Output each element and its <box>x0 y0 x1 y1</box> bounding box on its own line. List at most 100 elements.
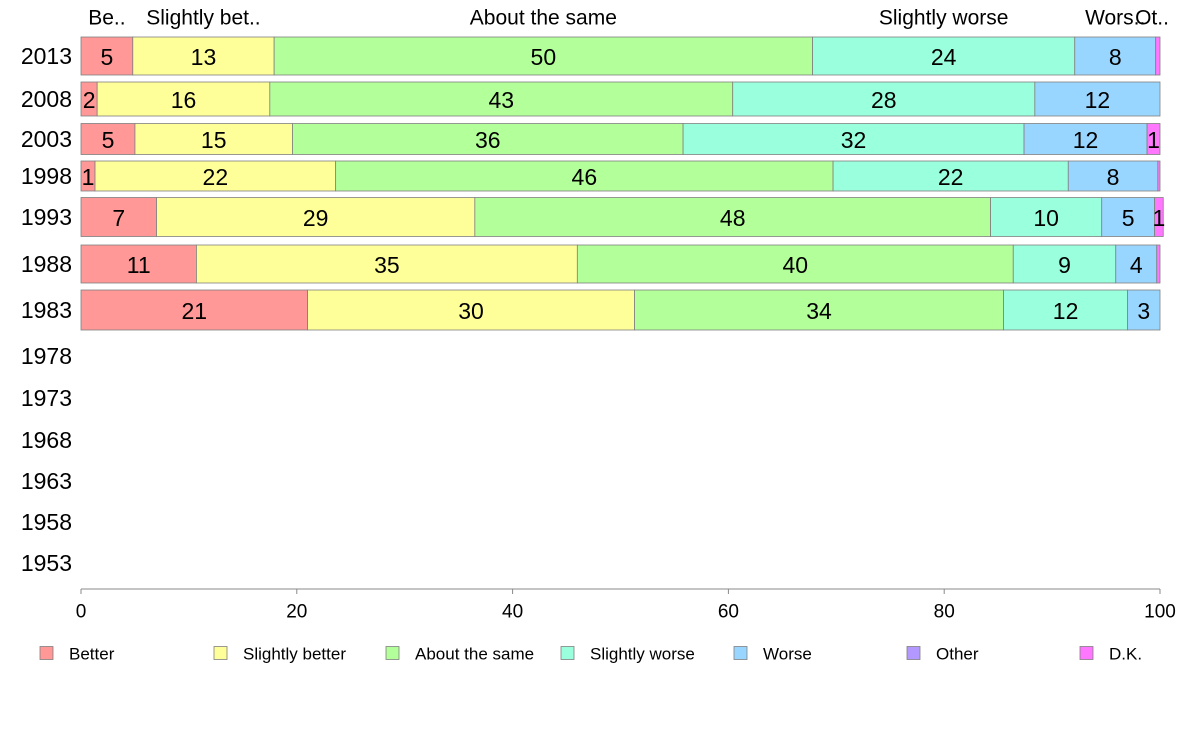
bar-2008-worse <box>1034 81 1161 117</box>
legend-label-d-k: D.K. <box>1109 645 1142 664</box>
data-label-2003-about-the-same: 36 <box>475 127 501 153</box>
data-label-1988-about-the-same: 40 <box>783 252 809 278</box>
bar-2008-slightly-better <box>96 81 271 117</box>
x-tick-label-100: 100 <box>1144 602 1176 623</box>
data-label-1998-better: 1 <box>82 164 95 190</box>
legend-swatch-better <box>39 646 54 660</box>
bar-2003-worse <box>1023 123 1148 155</box>
legend-swatch-d-k <box>1079 646 1094 660</box>
data-label-1983-slightly-worse: 12 <box>1053 298 1079 324</box>
bar-1998-slightly-better <box>94 160 337 192</box>
legend-swatch-about-the-same <box>385 646 400 660</box>
bar-1983-about-the-same <box>634 289 1004 331</box>
x-tick-label-20: 20 <box>286 602 307 623</box>
legend-label-other: Other <box>936 645 979 664</box>
data-label-2013-about-the-same: 50 <box>531 44 557 70</box>
x-axis: 0 20 40 60 80 100 <box>76 588 1176 623</box>
bar-1983-slightly-worse <box>1003 289 1129 331</box>
column-header-wors: Wors.. <box>1085 7 1145 30</box>
data-label-2008-slightly-better: 16 <box>171 87 197 113</box>
legend: Better Slightly better About the same Sligh… <box>39 645 1142 664</box>
bar-1993-d-k <box>1154 197 1164 237</box>
data-label-1983-worse: 3 <box>1137 298 1150 324</box>
data-label-2008-worse: 12 <box>1085 87 1111 113</box>
legend-label-worse: Worse <box>763 645 812 664</box>
legend-label-better: Better <box>69 645 115 664</box>
bar-1998-about-the-same <box>335 160 834 192</box>
legend-swatch-worse <box>733 646 748 660</box>
bar-2013-d-k <box>1155 36 1161 76</box>
column-header-slightly-worse: Slightly worse <box>879 7 1009 30</box>
year-labels: 2013 2008 2003 1998 1993 1988 1983 1978 1973 1968… <box>21 43 72 576</box>
year-label-1993: 1993 <box>21 204 72 230</box>
bar-2003-better <box>80 123 136 155</box>
bar-2003-slightly-better <box>134 123 293 155</box>
data-label-1988-slightly-worse: 9 <box>1058 252 1071 278</box>
year-label-2008: 2008 <box>21 86 72 112</box>
data-label-2003-slightly-worse: 32 <box>841 127 867 153</box>
bar-1998-worse <box>1067 160 1159 192</box>
data-label-2013-slightly-better: 13 <box>191 44 217 70</box>
data-label-1998-about-the-same: 46 <box>572 164 598 190</box>
column-headers: Be.. Slightly bet.. About the same Slightly… <box>88 7 1169 30</box>
bar-1988-slightly-better <box>196 244 578 284</box>
x-tick-label-0: 0 <box>76 602 87 623</box>
column-header-be: Be.. <box>88 7 125 30</box>
bar-2003-d-k <box>1146 123 1161 155</box>
data-label-1983-slightly-better: 30 <box>458 298 484 324</box>
column-header-about-the-same: About the same <box>470 7 617 30</box>
column-header-slightly-bet: Slightly bet.. <box>146 7 260 30</box>
data-label-1993-slightly-better: 29 <box>303 205 329 231</box>
bar-2008-slightly-worse <box>732 81 1036 117</box>
year-label-1968: 1968 <box>21 427 72 453</box>
legend-label-slightly-better: Slightly better <box>243 645 346 664</box>
bar-1988-d-k <box>1156 244 1161 284</box>
data-label-2003-slightly-better: 15 <box>201 127 227 153</box>
bar-1983-slightly-better <box>307 289 635 331</box>
bar-1988-slightly-worse <box>1012 244 1117 284</box>
data-label-1998-worse: 8 <box>1107 164 1120 190</box>
bar-2008-about-the-same <box>269 81 734 117</box>
data-label-1993-worse: 5 <box>1122 205 1135 231</box>
data-label-1988-worse: 4 <box>1130 252 1143 278</box>
bar-1988-about-the-same <box>576 244 1014 284</box>
data-label-1983-about-the-same: 34 <box>806 298 832 324</box>
x-tick-label-40: 40 <box>502 602 523 623</box>
bar-1993-slightly-worse <box>990 197 1103 237</box>
data-label-2013-worse: 8 <box>1109 44 1122 70</box>
year-label-1978: 1978 <box>21 343 72 369</box>
year-label-1953: 1953 <box>21 550 72 576</box>
x-tick-label-80: 80 <box>934 602 955 623</box>
bar-1993-about-the-same <box>474 197 991 237</box>
bar-1988-better <box>80 244 197 284</box>
bar-1988-worse <box>1115 244 1158 284</box>
data-label-1988-better: 11 <box>127 252 151 278</box>
year-label-1963: 1963 <box>21 468 72 494</box>
data-label-2003-d-k: 1 <box>1147 127 1160 153</box>
data-label-1983-better: 21 <box>181 298 207 324</box>
bar-1993-slightly-better <box>156 197 476 237</box>
column-header-ot: Ot.. <box>1135 7 1169 30</box>
bar-1993-better <box>80 197 157 237</box>
data-label-1988-slightly-better: 35 <box>374 252 400 278</box>
year-label-1988: 1988 <box>21 251 72 277</box>
data-label-1998-slightly-better: 22 <box>203 164 229 190</box>
bars: 5 13 50 24 82 16 43 28 125 15 36 32 12 11 22 46 22 87 29 48… <box>80 36 1166 331</box>
data-label-2013-better: 5 <box>100 44 113 70</box>
bar-1983-better <box>80 289 308 331</box>
bar-2013-slightly-better <box>132 36 275 76</box>
year-label-1973: 1973 <box>21 385 72 411</box>
data-label-2008-better: 2 <box>83 87 96 113</box>
data-label-2003-worse: 12 <box>1073 127 1099 153</box>
legend-swatch-slightly-better <box>213 646 228 660</box>
x-tick-label-60: 60 <box>718 602 739 623</box>
bar-2003-about-the-same <box>292 123 684 155</box>
data-label-1993-d-k: 1 <box>1153 205 1166 231</box>
data-label-1998-slightly-worse: 22 <box>938 164 964 190</box>
legend-swatch-other <box>906 646 921 660</box>
data-label-2013-slightly-worse: 24 <box>931 44 957 70</box>
year-label-1998: 1998 <box>21 163 72 189</box>
year-label-1958: 1958 <box>21 509 72 535</box>
data-label-1993-slightly-worse: 10 <box>1033 205 1059 231</box>
